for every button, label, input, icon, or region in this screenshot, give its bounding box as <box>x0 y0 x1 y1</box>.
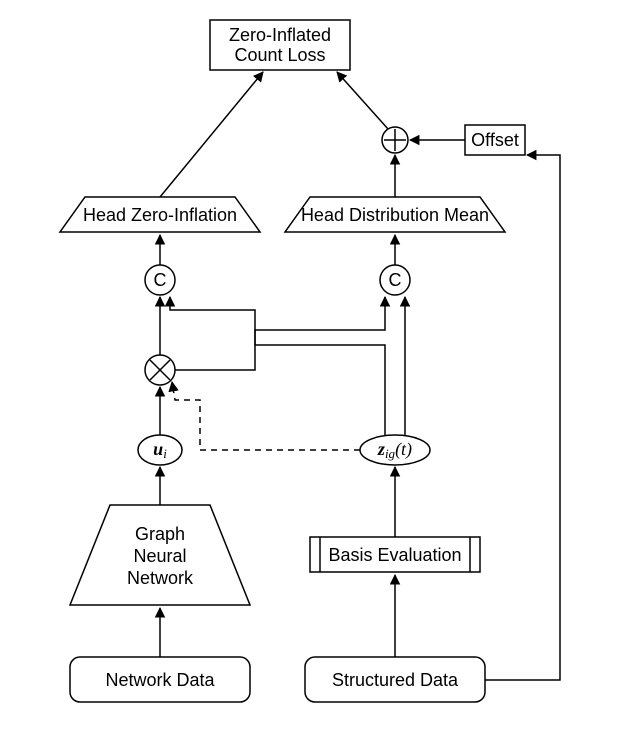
node-mult <box>145 355 175 385</box>
node-basis: Basis Evaluation <box>310 537 480 572</box>
edge-headzi-loss <box>160 72 263 197</box>
concat-left-label: C <box>154 270 167 290</box>
basis-label: Basis Evaluation <box>328 545 461 565</box>
node-zig: zig(t) <box>360 435 430 465</box>
edge-plus-loss <box>337 72 388 129</box>
node-loss: Zero-Inflated Count Loss <box>210 20 350 70</box>
zig-label: zig(t) <box>377 439 412 461</box>
architecture-diagram: Zero-Inflated Count Loss Offset Head Zer… <box>0 0 622 732</box>
node-plus <box>382 127 408 153</box>
concat-right-label: C <box>389 270 402 290</box>
node-ui: ui <box>138 435 182 465</box>
gnn-label-3: Network <box>127 568 194 588</box>
structdata-label: Structured Data <box>332 670 459 690</box>
loss-label-2: Count Loss <box>234 45 325 65</box>
node-structdata: Structured Data <box>305 657 485 702</box>
loss-label-1: Zero-Inflated <box>229 25 331 45</box>
node-head-dm: Head Distribution Mean <box>285 197 505 232</box>
head-zi-label: Head Zero-Inflation <box>83 205 237 225</box>
edge-zig-concatl <box>170 297 385 435</box>
node-concat-right: C <box>380 265 410 295</box>
head-dm-label: Head Distribution Mean <box>301 205 489 225</box>
gnn-label-1: Graph <box>135 524 185 544</box>
node-offset: Offset <box>465 125 525 155</box>
node-gnn: Graph Neural Network <box>70 505 250 605</box>
edge-mult-concatr <box>175 297 385 370</box>
node-head-zi: Head Zero-Inflation <box>60 197 260 232</box>
node-netdata: Network Data <box>70 657 250 702</box>
gnn-label-2: Neural <box>133 546 186 566</box>
node-concat-left: C <box>145 265 175 295</box>
offset-label: Offset <box>471 130 519 150</box>
edge-zig-mult <box>172 382 360 450</box>
netdata-label: Network Data <box>105 670 215 690</box>
edge-structdata-offset <box>485 155 560 680</box>
